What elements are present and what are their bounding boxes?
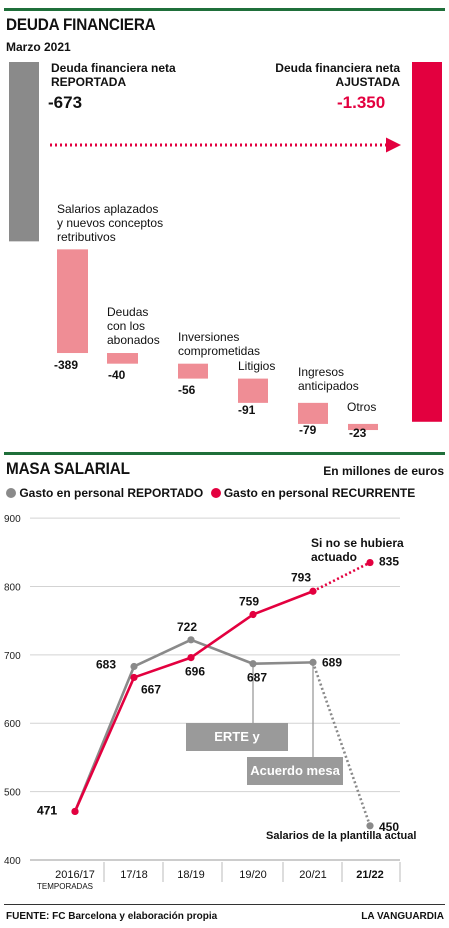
y-tick-label: 800: [4, 582, 21, 593]
reported-label-line1: Deuda financiera neta: [51, 61, 176, 75]
adjustment-label-line: abonados: [107, 333, 160, 347]
x-tick-label: 20/21: [299, 869, 327, 881]
bar-adjustment: [178, 363, 208, 379]
data-label-recurrent: 696: [185, 665, 205, 679]
salary-line-chart: 400 500 600 700 800 900 2016/17 17/18 18/19 19/20…: [4, 514, 401, 882]
salary-unit: En millones de euros: [323, 464, 444, 478]
bar-adjustment: [107, 353, 138, 364]
point-recurrent: [366, 558, 374, 567]
data-label-reported: 450: [379, 820, 399, 834]
callout-erte: ERTE y acuerdos: [186, 723, 288, 772]
reported-value: -673: [48, 93, 83, 112]
data-label-recurrent: 793: [291, 570, 311, 584]
footer-rule: [4, 904, 445, 905]
bar-reported: [9, 62, 39, 242]
adjusted-value: -1.350: [337, 93, 386, 112]
callout-mesa-text: Acuerdo mesa: [250, 763, 340, 778]
point-recurrent: [309, 587, 317, 595]
point-reported: [187, 636, 195, 644]
bar-adjustment: [298, 402, 328, 424]
adjustment-value-otros: -23: [349, 426, 367, 440]
y-tick-label: 600: [4, 719, 21, 730]
data-label-reported: 471: [37, 803, 57, 817]
section-rule: [4, 452, 445, 455]
adjustment-label-line: Ingresos: [298, 365, 345, 379]
adjustment-label-litigios: Litigios: [238, 359, 275, 373]
adjustment-label-line: anticipados: [298, 379, 359, 393]
debt-waterfall-chart: [9, 62, 442, 431]
adjustment-value-litigios: -91: [238, 403, 256, 417]
data-label-reported: 689: [322, 655, 342, 669]
point-recurrent: [249, 610, 257, 619]
data-label-recurrent: 471: [37, 803, 57, 817]
reported-label-line2: REPORTADA: [51, 75, 127, 89]
legend-label-recurrent: Gasto en personal RECURRENTE: [223, 486, 416, 500]
adjustment-label-otros: Otros: [347, 400, 376, 414]
bar-adjustment: [57, 249, 88, 354]
adjustment-label-line: con los: [107, 319, 146, 333]
y-tick-label: 900: [4, 514, 21, 525]
bar-adjustment: [238, 378, 268, 403]
x-tick-label: 19/20: [239, 869, 267, 881]
footer-brand: LA VANGUARDIA: [361, 911, 444, 922]
adjustment-value-ingresos: -79: [299, 423, 317, 437]
salary-title: MASA SALARIAL: [6, 459, 130, 478]
point-reported: [309, 658, 317, 666]
bar-adjusted: [412, 62, 442, 422]
legend-dot-reported: [6, 488, 16, 498]
adjustment-label-line: Inversiones: [178, 330, 240, 344]
adjustment-value-salaries: -389: [54, 358, 79, 372]
footer-source: FUENTE: FC Barcelona y elaboración propi…: [6, 911, 218, 922]
y-tick-label: 700: [4, 651, 21, 662]
point-recurrent: [71, 807, 79, 816]
adjustment-label-line: Litigios: [238, 359, 276, 373]
bar-adjustment: [348, 423, 378, 431]
debt-subtitle: Marzo 2021: [6, 40, 71, 54]
adjustment-value-inversiones: -56: [178, 383, 196, 397]
point-reported: [130, 662, 138, 671]
x-tick-label: 18/19: [177, 869, 205, 881]
legend-label-reported: Gasto en personal REPORTADO: [19, 486, 204, 500]
adjustment-label-line: retributivos: [57, 230, 116, 244]
adjustment-value-abonados: -40: [108, 368, 126, 382]
adjusted-label-line2: AJUSTADA: [335, 75, 400, 89]
adjustment-label-line: Otros: [347, 400, 377, 414]
adjustment-label-line: comprometidas: [178, 344, 261, 358]
point-recurrent: [130, 673, 138, 682]
data-label-recurrent: 759: [239, 595, 259, 609]
axis-caption: TEMPORADAS: [37, 882, 94, 891]
x-tick-label: 17/18: [120, 869, 148, 881]
series-line-reported-projection: [311, 661, 372, 827]
adjustment-label-line: y nuevos conceptos: [57, 216, 164, 230]
adjustment-label-line: Salarios aplazados: [57, 202, 159, 216]
data-label-recurrent: 835: [379, 555, 399, 569]
forecast-note: Si no se hubiera actuado: [311, 536, 404, 564]
actual-salaries-note: Salarios de la plantilla actual: [266, 830, 417, 842]
point-recurrent: [187, 653, 195, 662]
adjusted-label-line1: Deuda financiera neta: [275, 61, 400, 75]
legend: Gasto en personal REPORTADO Gasto en per…: [6, 486, 415, 500]
debt-title: DEUDA FINANCIERA: [6, 15, 156, 34]
data-label-reported: 687: [247, 671, 267, 685]
adjustment-label-inversiones: Inversiones comprometidas: [178, 330, 260, 358]
adjustment-label-ingresos: Ingresos anticipados: [298, 365, 359, 393]
adjustment-label-abonados: Deudas con los abonados: [107, 305, 160, 347]
y-tick-label: 400: [4, 856, 21, 867]
top-rule: [4, 8, 445, 11]
callout-mesa: Acuerdo mesa: [247, 757, 343, 785]
data-label-reported: 722: [177, 620, 197, 634]
adjusted-label: Deuda financiera neta AJUSTADA: [275, 61, 400, 89]
legend-dot-recurrent: [210, 488, 221, 498]
adjustment-label-line: Deudas: [107, 305, 149, 319]
point-reported: [366, 822, 374, 830]
x-tick-label: 21/22: [356, 869, 384, 881]
x-tick-label: 2016/17: [55, 869, 95, 881]
y-tick-label: 500: [4, 788, 21, 799]
reported-label: Deuda financiera neta REPORTADA: [51, 61, 176, 89]
point-reported: [249, 660, 257, 668]
data-label-reported: 683: [96, 657, 116, 671]
series-line-recurrent-projection: [312, 561, 371, 593]
adjustment-label-salaries: Salarios aplazados y nuevos conceptos re…: [57, 202, 163, 244]
data-label-recurrent: 667: [141, 682, 161, 696]
